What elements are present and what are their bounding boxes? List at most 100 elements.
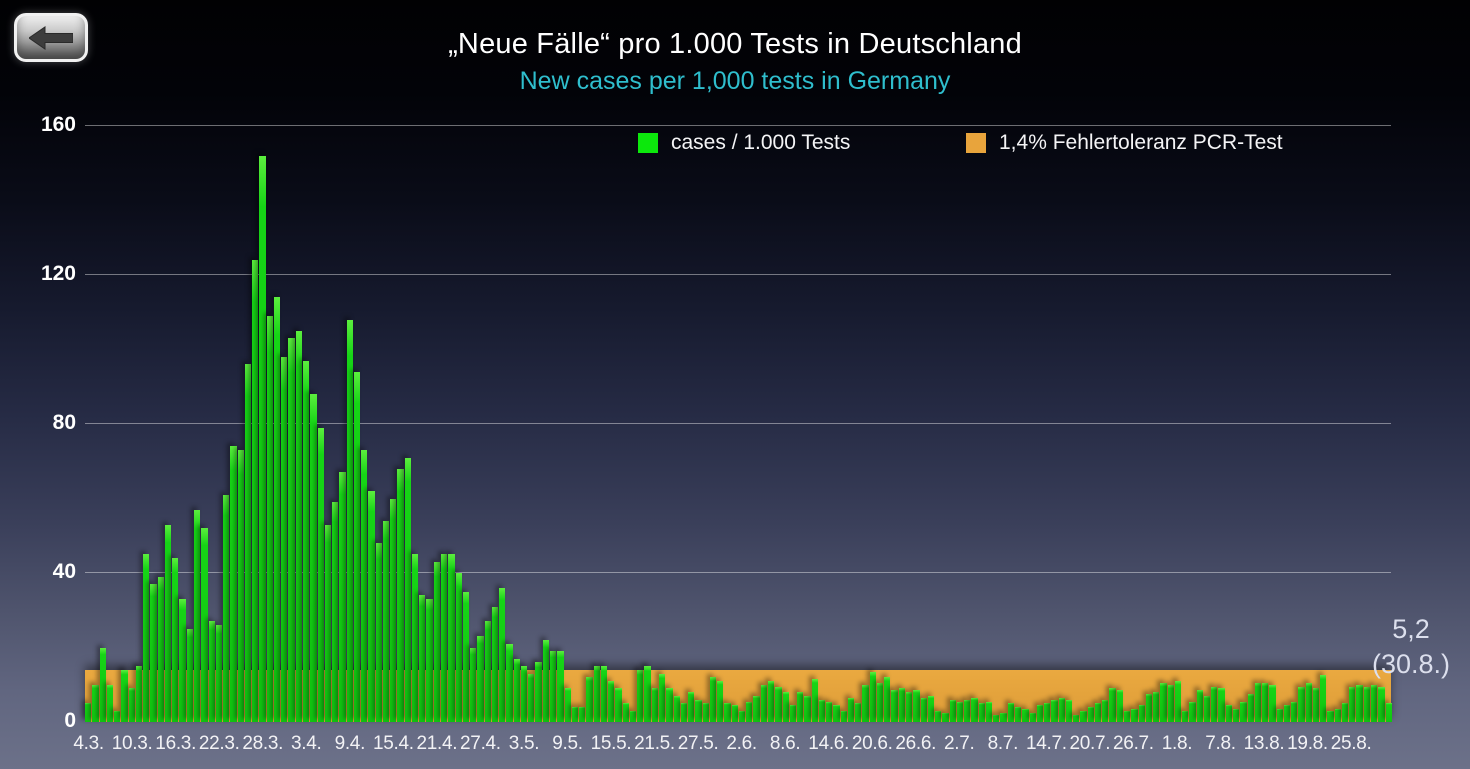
bar-15.4. [390,498,397,722]
bar-23.7. [1109,688,1116,722]
bar-29.6. [935,710,942,722]
bar-21.8. [1320,675,1327,722]
bar-7.6. [775,686,782,722]
x-tick-label-14.6.: 14.6. [808,733,850,754]
x-tick-label-26.7.: 26.7. [1113,733,1154,754]
bar-4.4. [310,394,317,722]
bar-10.6. [797,692,804,722]
x-tick-label-9.5.: 9.5. [552,733,583,754]
bar-25.3. [237,450,244,722]
bar-17.7. [1065,699,1073,722]
bar-8.8. [1225,705,1232,722]
bar-1.8. [1174,681,1182,722]
legend-swatch-cases [638,133,658,153]
x-tick-label-9.4.: 9.4. [334,733,366,754]
bar-7.7. [993,714,1000,722]
bar-2.6. [738,710,746,722]
bar-16.4. [397,468,404,722]
bar-5.3. [92,684,99,722]
bar-14.5. [600,666,608,722]
bar-9.4. [346,319,353,722]
y-tick-label-0: 0 [64,709,76,732]
legend-label-cases: cases / 1.000 Tests [671,131,851,154]
bar-26.4. [470,647,477,722]
bar-20.3. [201,528,208,722]
bar-8.3. [114,710,121,722]
bar-20.8. [1312,688,1320,722]
x-tick-label-25.8.: 25.8. [1330,733,1372,754]
bar-30.4. [499,587,506,722]
bar-13.5. [593,666,600,722]
bars-layer [85,126,1392,722]
bar-30.5. [717,681,724,722]
bar-23.8. [1334,708,1341,722]
bar-3.7. [964,699,971,722]
bar-16.5. [615,688,622,722]
bar-29.8. [1378,686,1385,722]
y-tick-label-120: 120 [40,262,76,285]
bar-18.5. [629,710,637,722]
x-tick-label-4.3.: 4.3. [73,733,104,754]
gridline-80 [85,423,1391,424]
bar-18.7. [1073,714,1080,722]
bar-4.8. [1196,690,1203,722]
bar-8.5. [557,651,564,722]
bar-17.4. [404,457,411,722]
bar-27.5. [695,699,702,722]
back-button[interactable] [14,13,88,62]
bar-7.8. [1218,688,1225,722]
last-value-annotation: 5,2 (30.8.) [1370,612,1452,682]
bar-13.4. [375,543,382,722]
bar-10.7. [1015,707,1022,722]
bar-17.6. [847,697,855,722]
bar-20.6. [869,671,876,722]
bar-23.3. [223,494,230,722]
x-tick-label-1.8.: 1.8. [1161,733,1193,754]
last-value-date: (30.8.) [1371,649,1451,679]
bar-4.7. [971,697,978,722]
left-arrow-icon [29,25,73,50]
bar-22.6. [884,677,891,722]
bar-12.4. [368,491,375,722]
bar-15.8. [1276,708,1283,722]
bar-18.4. [411,554,419,722]
bar-21.4. [433,561,441,722]
bar-3.4. [302,360,310,722]
bar-14.8. [1269,684,1276,722]
gridline-120 [85,274,1391,275]
bar-30.3. [273,297,281,722]
bar-10.4. [353,371,361,722]
bar-31.5. [724,703,731,722]
bar-13.8. [1262,682,1269,722]
bar-4.5. [528,673,535,722]
bar-21.7. [1094,703,1102,722]
bar-6.3. [99,647,106,722]
bar-22.8. [1327,710,1334,722]
bar-8.4. [339,472,346,722]
bar-21.6. [876,682,884,722]
bar-2.8. [1182,710,1189,722]
x-tick-label-8.7.: 8.7. [987,733,1019,754]
bar-11.3. [135,666,143,722]
bar-9.8. [1232,708,1240,722]
bar-13.3. [150,584,157,722]
bar-24.6. [898,688,906,722]
bar-28.5. [702,703,709,722]
bar-25.6. [906,692,913,722]
bar-27.3. [252,260,259,722]
bar-25.4. [462,591,470,722]
y-tick-label-40: 40 [52,560,76,583]
x-tick-label-15.5.: 15.5. [590,733,632,754]
bar-23.6. [891,690,898,722]
bar-19.8. [1305,682,1312,722]
bar-10.5. [571,707,579,722]
bar-24.7. [1116,690,1123,722]
bar-6.8. [1211,686,1218,722]
x-tick-label-19.8.: 19.8. [1287,733,1328,754]
x-tick-label-20.6.: 20.6. [851,733,893,754]
bar-16.7. [1058,697,1065,722]
bar-28.3. [259,155,266,722]
x-tick-label-3.5.: 3.5. [508,733,540,754]
bar-11.7. [1022,708,1029,722]
